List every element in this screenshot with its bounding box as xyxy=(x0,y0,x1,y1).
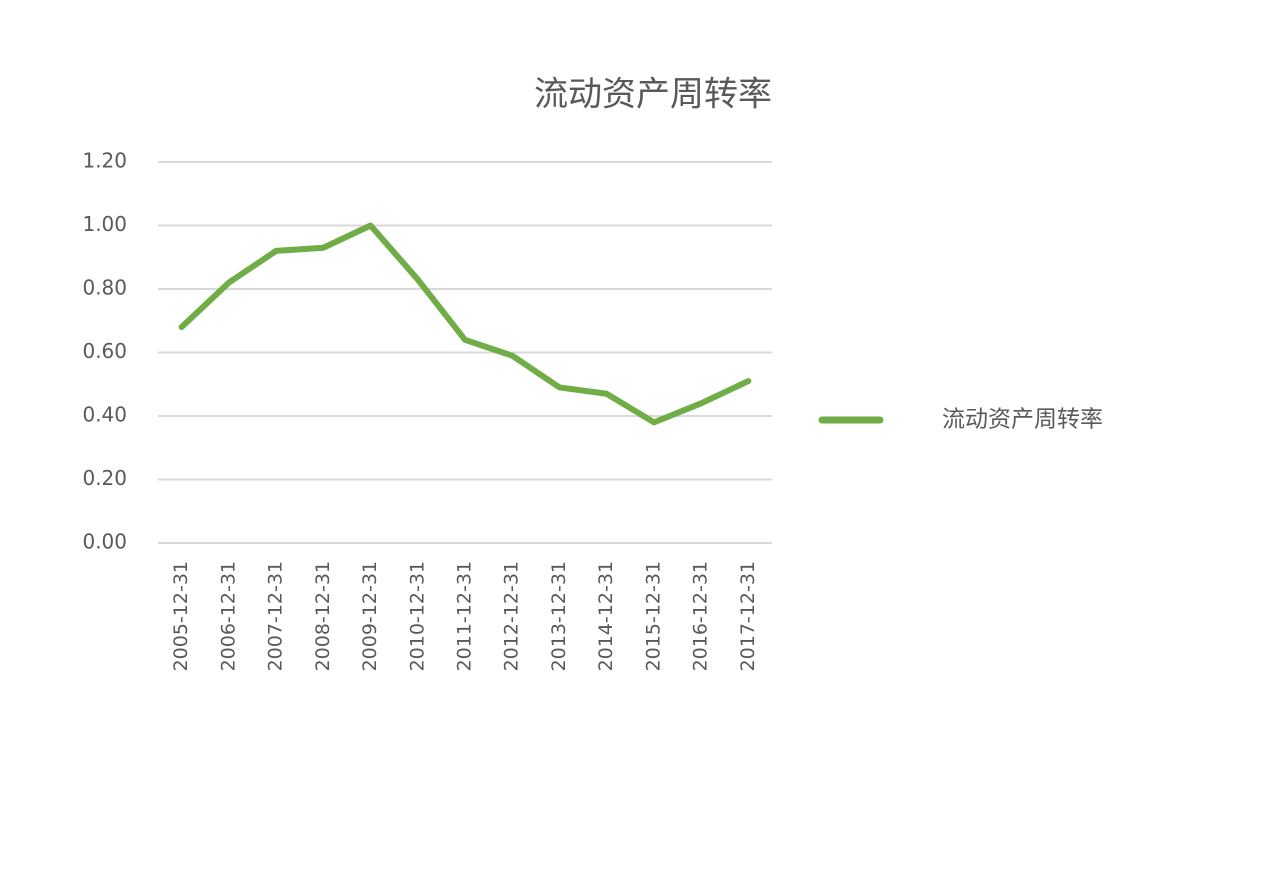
x-tick-label: 2014-12-31 xyxy=(595,561,617,671)
y-tick-label: 0.00 xyxy=(82,530,127,554)
x-tick-label: 2011-12-31 xyxy=(454,561,476,671)
x-tick-label: 2013-12-31 xyxy=(548,561,570,671)
x-tick-label: 2012-12-31 xyxy=(501,561,523,671)
y-tick-label: 0.80 xyxy=(82,276,127,300)
x-tick-label: 2015-12-31 xyxy=(642,561,664,671)
y-tick-label: 0.20 xyxy=(82,466,127,490)
x-tick-label: 2009-12-31 xyxy=(359,561,381,671)
x-tick-label: 2007-12-31 xyxy=(265,561,287,671)
x-tick-label: 2006-12-31 xyxy=(217,561,239,671)
x-tick-label: 2017-12-31 xyxy=(737,561,759,671)
x-tick-label: 2010-12-31 xyxy=(406,561,428,671)
line-series xyxy=(178,222,752,426)
y-tick-label: 1.00 xyxy=(82,212,127,236)
x-tick-label: 2016-12-31 xyxy=(690,561,712,671)
legend-label: 流动资产周转率 xyxy=(942,407,1103,433)
y-tick-label: 0.40 xyxy=(82,403,127,427)
x-tick-label: 2008-12-31 xyxy=(312,561,334,671)
chart-title: 流动资产周转率 xyxy=(534,75,772,115)
y-tick-label: 1.20 xyxy=(82,149,127,173)
y-tick-label: 0.60 xyxy=(82,339,127,363)
x-tick-label: 2005-12-31 xyxy=(170,561,192,671)
